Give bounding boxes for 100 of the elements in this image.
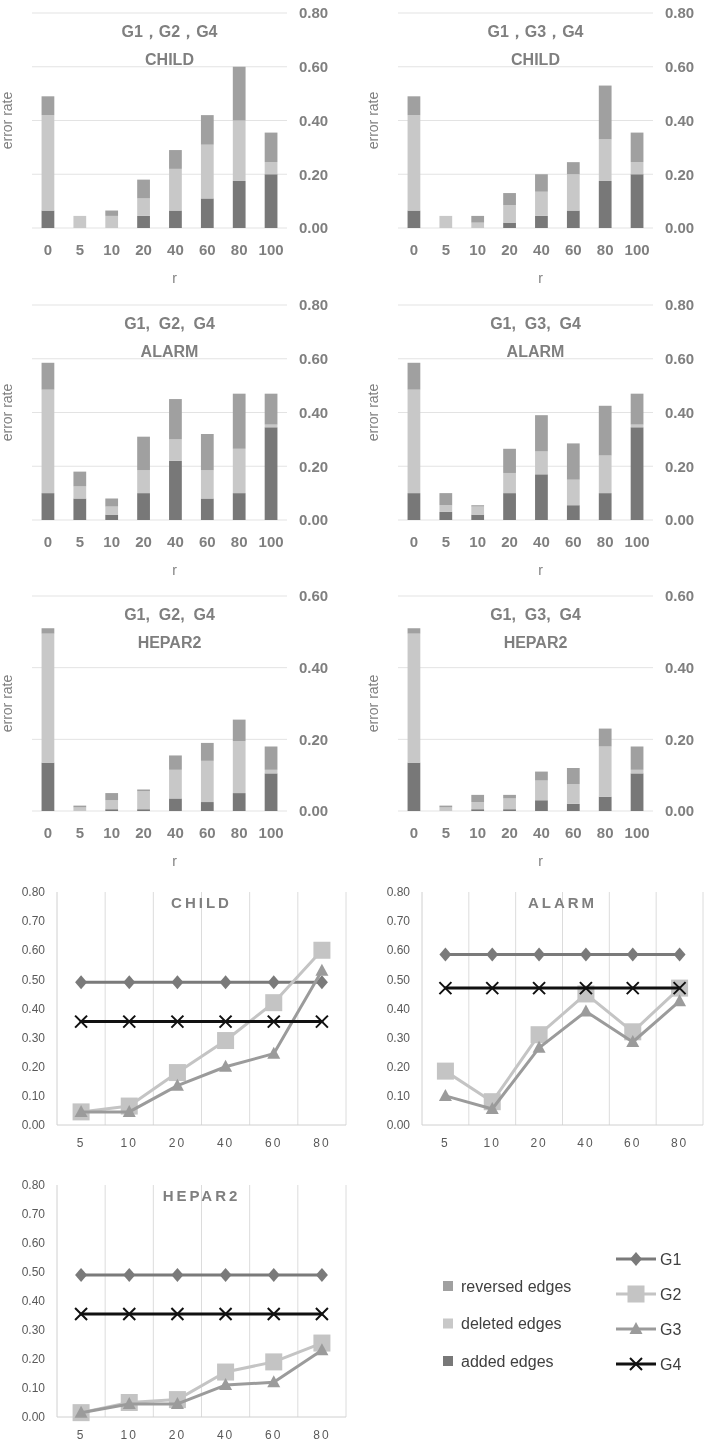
bar	[407, 115, 421, 211]
y-tick-label: 0.20	[665, 730, 695, 748]
bar	[566, 768, 580, 785]
y-tick-label: 0.20	[299, 730, 329, 748]
x-tick-label: 20	[501, 533, 518, 550]
bar	[535, 415, 548, 452]
point	[579, 947, 592, 962]
y-tick-label: 0.00	[386, 1118, 411, 1133]
bar	[200, 470, 214, 499]
x-tick-label: 20	[135, 241, 152, 258]
x-axis-title: r	[538, 562, 544, 578]
bar	[105, 210, 119, 216]
bar	[407, 493, 421, 520]
y-axis-title: error rate	[0, 383, 15, 442]
bar	[630, 393, 644, 425]
y-tick-label: 0.00	[299, 219, 329, 237]
point	[122, 1014, 137, 1029]
x-tick-label: 0	[409, 241, 419, 258]
bar	[535, 800, 548, 811]
bar	[232, 120, 246, 181]
bar	[105, 514, 119, 520]
y-tick-label: 0.00	[665, 219, 695, 237]
x-tick-label: 5	[441, 1136, 450, 1150]
bar	[264, 746, 278, 770]
bar	[105, 793, 119, 801]
point	[74, 1307, 89, 1322]
chart-title: CHILD	[171, 894, 232, 911]
x-tick-label: 60	[198, 533, 216, 550]
bar	[169, 210, 182, 228]
bar	[232, 66, 246, 121]
x-tick-label: 5	[76, 1428, 86, 1442]
bar	[439, 493, 453, 506]
x-tick-label: 60	[265, 1428, 283, 1442]
point	[673, 994, 687, 1007]
bar	[169, 168, 182, 211]
bar	[566, 174, 580, 211]
y-tick-label: 0.70	[21, 914, 46, 929]
text: ALARM	[506, 343, 565, 360]
y-tick-label: 0.80	[21, 885, 46, 900]
y-tick-label: 0.80	[299, 4, 329, 22]
bar	[200, 198, 214, 228]
y-tick-label: 0.40	[665, 111, 695, 129]
y-tick-label: 0.20	[299, 165, 329, 183]
x-tick-label: 60	[265, 1136, 283, 1150]
x-tick-label: 100	[258, 533, 284, 550]
point	[122, 1104, 136, 1117]
point	[485, 981, 500, 996]
point	[314, 1307, 329, 1322]
y-tick-label: 0.30	[21, 1030, 46, 1045]
x-tick-label: 5	[75, 824, 84, 841]
bar	[41, 362, 55, 390]
point	[315, 963, 329, 976]
bar	[105, 800, 119, 810]
bar	[169, 399, 182, 440]
y-tick-label: 0.40	[299, 658, 329, 676]
legend-label: G2	[660, 1285, 682, 1303]
text: G1, G3, G4	[490, 315, 581, 332]
chart-title: HEPAR2	[162, 1187, 241, 1204]
point	[533, 947, 546, 962]
x-tick-label: 0	[43, 824, 53, 841]
y-tick-label: 0.50	[386, 972, 411, 987]
point	[439, 947, 452, 962]
bar	[566, 443, 580, 480]
point	[265, 1353, 283, 1371]
point	[532, 1040, 546, 1053]
x-tick-label: 10	[483, 1136, 501, 1150]
text: G1，G3，G4	[487, 23, 584, 40]
point	[265, 994, 283, 1012]
x-tick-label: 40	[533, 824, 550, 841]
x-tick-label: 40	[167, 824, 184, 841]
y-tick-label: 0.00	[665, 802, 695, 820]
bar	[535, 771, 548, 781]
bar	[503, 205, 516, 223]
bar	[73, 486, 87, 499]
x-tick-label: 60	[198, 241, 216, 258]
bar	[407, 362, 421, 390]
bar	[503, 798, 516, 810]
y-tick-label: 0.20	[665, 457, 695, 475]
bar	[264, 773, 278, 811]
x-tick-label: 80	[313, 1428, 331, 1442]
x-tick-label: 40	[167, 241, 184, 258]
bar	[598, 746, 612, 797]
legend-label: G1	[660, 1250, 682, 1268]
bar	[407, 96, 421, 116]
text: CHILD	[511, 51, 560, 68]
point	[313, 941, 331, 959]
x-tick-label: 60	[564, 824, 582, 841]
x-tick-label: 100	[624, 533, 650, 550]
bar	[471, 215, 485, 223]
y-tick-label: 0.50	[21, 972, 46, 987]
x-tick-label: 80	[596, 824, 614, 841]
bar	[137, 493, 150, 520]
point	[438, 981, 453, 996]
x-tick-label: 60	[564, 533, 582, 550]
x-tick-label: 0	[43, 533, 53, 550]
point	[168, 1064, 186, 1082]
bar	[598, 728, 612, 747]
bar	[105, 506, 119, 515]
x-tick-label: 20	[168, 1136, 187, 1150]
bar	[200, 742, 214, 761]
